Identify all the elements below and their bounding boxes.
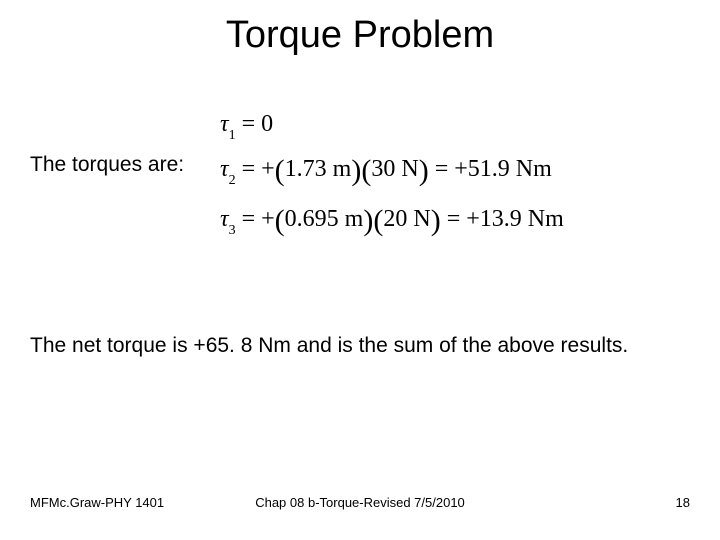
tau-subscript: 3 (229, 223, 236, 238)
eq-pre: = + (236, 156, 275, 182)
paren-open: ( (373, 204, 383, 237)
footer-page-number: 18 (676, 495, 690, 510)
eq-post: = +13.9 Nm (441, 206, 564, 232)
paren-close: ) (351, 154, 361, 187)
equation-1: τ1 = 0 (220, 105, 564, 145)
equation-3: τ3 = +(0.695 m)(20 N) = +13.9 Nm (220, 197, 564, 245)
torques-label: The torques are: (30, 153, 184, 177)
paren-close: ) (363, 204, 373, 237)
page-title: Torque Problem (0, 14, 720, 57)
paren-close: ) (419, 154, 429, 187)
eq-post: = +51.9 Nm (429, 156, 552, 182)
tau-symbol: τ (220, 111, 229, 137)
paren-open: ( (275, 204, 285, 237)
net-torque-text: The net torque is +65. 8 Nm and is the s… (30, 333, 680, 359)
slide: Torque Problem The torques are: τ1 = 0 τ… (0, 0, 720, 540)
eq-value: 0.695 m (285, 206, 364, 232)
footer-center: Chap 08 b-Torque-Revised 7/5/2010 (0, 495, 720, 510)
eq-rhs: = 0 (236, 111, 274, 137)
eq-value: 1.73 m (285, 156, 352, 182)
equation-block: τ1 = 0 τ2 = +(1.73 m)(30 N) = +51.9 Nm τ… (220, 105, 564, 247)
eq-pre: = + (236, 206, 275, 232)
paren-open: ( (275, 154, 285, 187)
equation-2: τ2 = +(1.73 m)(30 N) = +51.9 Nm (220, 147, 564, 195)
tau-symbol: τ (220, 206, 229, 232)
tau-subscript: 2 (229, 173, 236, 188)
eq-value: 30 N (371, 156, 418, 182)
tau-symbol: τ (220, 156, 229, 182)
paren-close: ) (431, 204, 441, 237)
tau-subscript: 1 (229, 128, 236, 143)
paren-open: ( (361, 154, 371, 187)
eq-value: 20 N (383, 206, 430, 232)
